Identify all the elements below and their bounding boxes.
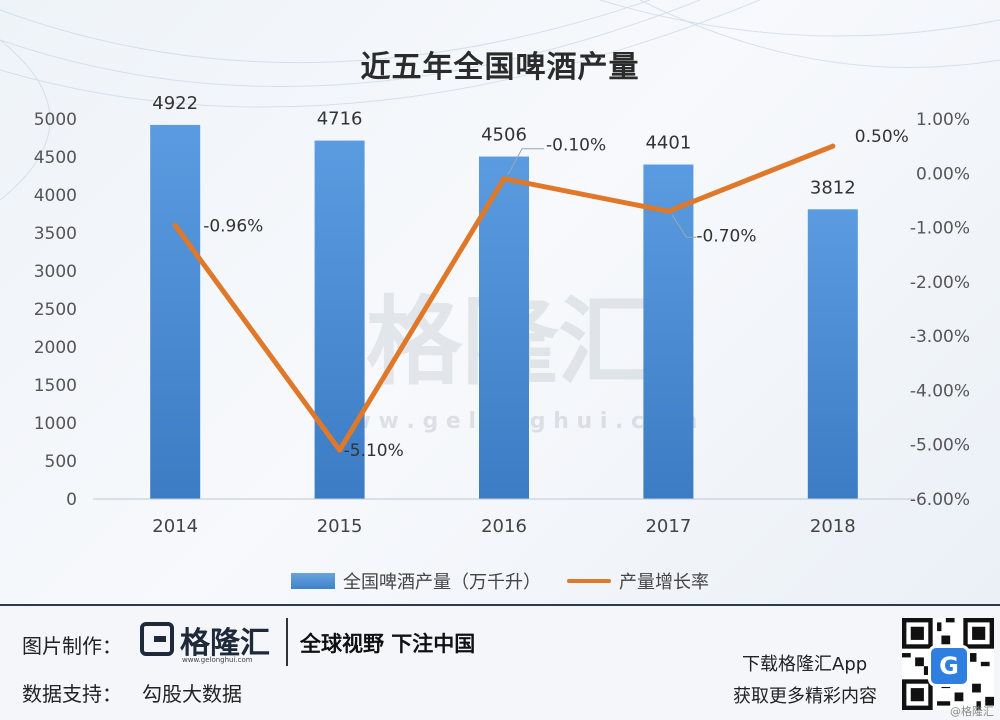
legend-label-line: 产量增长率 <box>619 572 709 593</box>
line-point <box>501 176 507 182</box>
bar <box>314 140 365 500</box>
legend-swatch-line <box>567 579 611 583</box>
line-value-label: -0.10% <box>546 136 606 156</box>
line-value-label: 0.50% <box>855 127 909 147</box>
right-axis-tick-label: 1.00% <box>916 110 970 130</box>
bar <box>643 164 694 500</box>
brand-url: www.gelonghui.com <box>182 656 253 664</box>
line-label-leader <box>507 148 544 175</box>
x-axis: 2014 2015 2016 2017 2018 <box>93 498 915 537</box>
footer-divider <box>0 604 1000 606</box>
line-point <box>172 222 178 228</box>
more-content-text: 获取更多精彩内容 <box>733 686 877 707</box>
brand-name: 格隆汇 <box>180 626 270 661</box>
legend-item-line: 产量增长率 <box>567 568 709 594</box>
line-value-label: -0.96% <box>203 216 263 236</box>
bar-value-label: 3812 <box>810 177 856 198</box>
corner-watermark: @格隆汇 <box>950 705 994 718</box>
line-value-label: -5.10% <box>344 441 404 461</box>
right-axis-tick-label: 0.00% <box>916 164 970 184</box>
left-axis-tick-label: 0 <box>66 490 77 510</box>
bar-value-label: 4716 <box>317 109 363 130</box>
data-support-value: 勾股大数据 <box>142 682 242 706</box>
left-axis-tick-label: 1500 <box>34 376 77 396</box>
bar-value-label: 4401 <box>645 133 691 154</box>
bar <box>807 209 858 499</box>
right-axis-tick-label: -1.00% <box>910 219 970 239</box>
x-axis-tick-label: 2018 <box>810 516 856 537</box>
left-axis-tick-label: 2500 <box>34 300 77 320</box>
left-axis-tick-label: 1000 <box>34 414 77 434</box>
legend-item-bar: 全国啤酒产量（万千升） <box>291 568 541 594</box>
line-point <box>830 143 836 149</box>
bar-series: 4922 4716 4506 4401 3812 <box>150 93 858 500</box>
bar <box>479 156 529 499</box>
legend-label-bar: 全国啤酒产量（万千升） <box>343 572 541 593</box>
x-axis-tick-label: 2016 <box>481 516 527 537</box>
brand-logo-icon <box>140 622 174 656</box>
bar <box>150 124 201 499</box>
made-by-label: 图片制作： <box>22 634 122 658</box>
footer-vertical-divider <box>286 618 288 666</box>
line-label-leader <box>671 215 697 238</box>
right-axis: 1.00% 0.00% -1.00% -2.00% -3.00% -4.00% -5.00%… <box>910 110 970 510</box>
left-axis: 0 500 1000 1500 2000 2500 3000 3500 4000 4500 5000 <box>34 110 77 510</box>
left-axis-tick-label: 5000 <box>34 110 77 130</box>
bar-value-label: 4506 <box>481 125 527 146</box>
left-axis-tick-label: 4000 <box>34 186 77 206</box>
bar-value-label: 4922 <box>152 93 198 114</box>
line-value-label: -0.70% <box>696 226 756 246</box>
line-point <box>337 447 343 453</box>
right-axis-tick-label: -2.00% <box>910 273 970 293</box>
chart: 格隆汇 w w w . g e l o n g h u i . c o m 05… <box>34 93 970 537</box>
x-axis-tick-label: 2017 <box>645 516 691 537</box>
left-axis-tick-label: 500 <box>45 452 77 472</box>
legend: 全国啤酒产量（万千升） 产量增长率 <box>0 568 1000 594</box>
line-point <box>665 208 671 214</box>
chart-title: 近五年全国啤酒产量 <box>360 50 640 85</box>
left-axis-tick-label: 4500 <box>34 148 77 168</box>
left-axis-tick-label: 2000 <box>34 338 77 358</box>
right-axis-tick-label: -3.00% <box>910 327 970 347</box>
right-axis-tick-label: -4.00% <box>910 381 970 401</box>
app-logo-icon: G <box>928 645 970 687</box>
x-axis-tick-label: 2014 <box>152 516 198 537</box>
legend-swatch-bar <box>291 573 335 589</box>
right-axis-tick-label: -6.00% <box>910 490 970 510</box>
right-axis-tick-label: -5.00% <box>910 436 970 456</box>
line-series: -0.96% -5.10% -0.10% -0.70% 0.50% <box>172 127 909 461</box>
left-axis-tick-label: 3000 <box>34 262 77 282</box>
left-axis-tick-label: 3500 <box>34 224 77 244</box>
slogan: 全球视野 下注中国 <box>300 632 476 656</box>
data-support-label: 数据支持： <box>22 682 122 706</box>
download-text: 下载格隆汇App <box>742 654 868 675</box>
x-axis-tick-label: 2015 <box>317 516 363 537</box>
